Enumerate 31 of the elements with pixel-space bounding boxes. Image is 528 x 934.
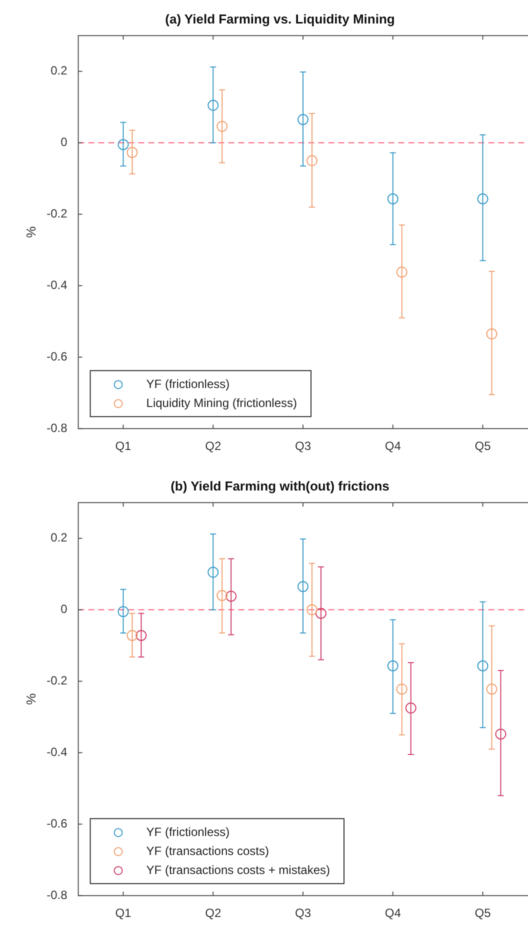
legend-label: YF (transactions costs + mistakes) [146,862,330,877]
chart-title: (b) Yield Farming with(out) frictions [170,478,390,494]
y-tick-label: 0 [60,135,68,150]
x-tick-label: Q3 [294,906,312,920]
legend-label: YF (frictionless) [146,824,230,839]
legend-label: YF (frictionless) [146,376,230,391]
chart-title: (a) Yield Farming vs. Liquidity Mining [165,11,395,26]
y-tick-label: 0.2 [50,64,68,78]
x-tick-label: Q3 [294,439,312,454]
y-tick-label: -0.8 [46,420,68,435]
y-tick-label: -0.2 [46,674,68,688]
x-tick-label: Q5 [474,906,492,920]
y-tick-label: -0.6 [46,816,68,830]
y-tick-label: 0.2 [50,530,68,545]
x-tick-label: Q4 [384,439,402,454]
y-tick-label: -0.6 [46,349,68,364]
y-tick-label: -0.8 [46,888,68,902]
y-tick-label: -0.4 [46,278,68,292]
legend-label: YF (transactions costs) [146,844,269,858]
y-tick-label: -0.4 [46,745,68,760]
legend-label: Liquidity Mining (frictionless) [146,396,298,410]
x-tick-label: Q1 [115,439,132,454]
x-tick-label: Q2 [205,906,222,920]
y-axis-title: % [23,226,38,238]
x-tick-label: Q5 [474,439,492,454]
y-axis-title: % [23,692,38,705]
y-tick-label: 0 [60,602,68,616]
x-tick-label: Q1 [115,906,132,920]
y-tick-label: -0.2 [46,206,68,221]
x-tick-label: Q2 [205,439,222,454]
x-tick-label: Q4 [384,906,402,920]
